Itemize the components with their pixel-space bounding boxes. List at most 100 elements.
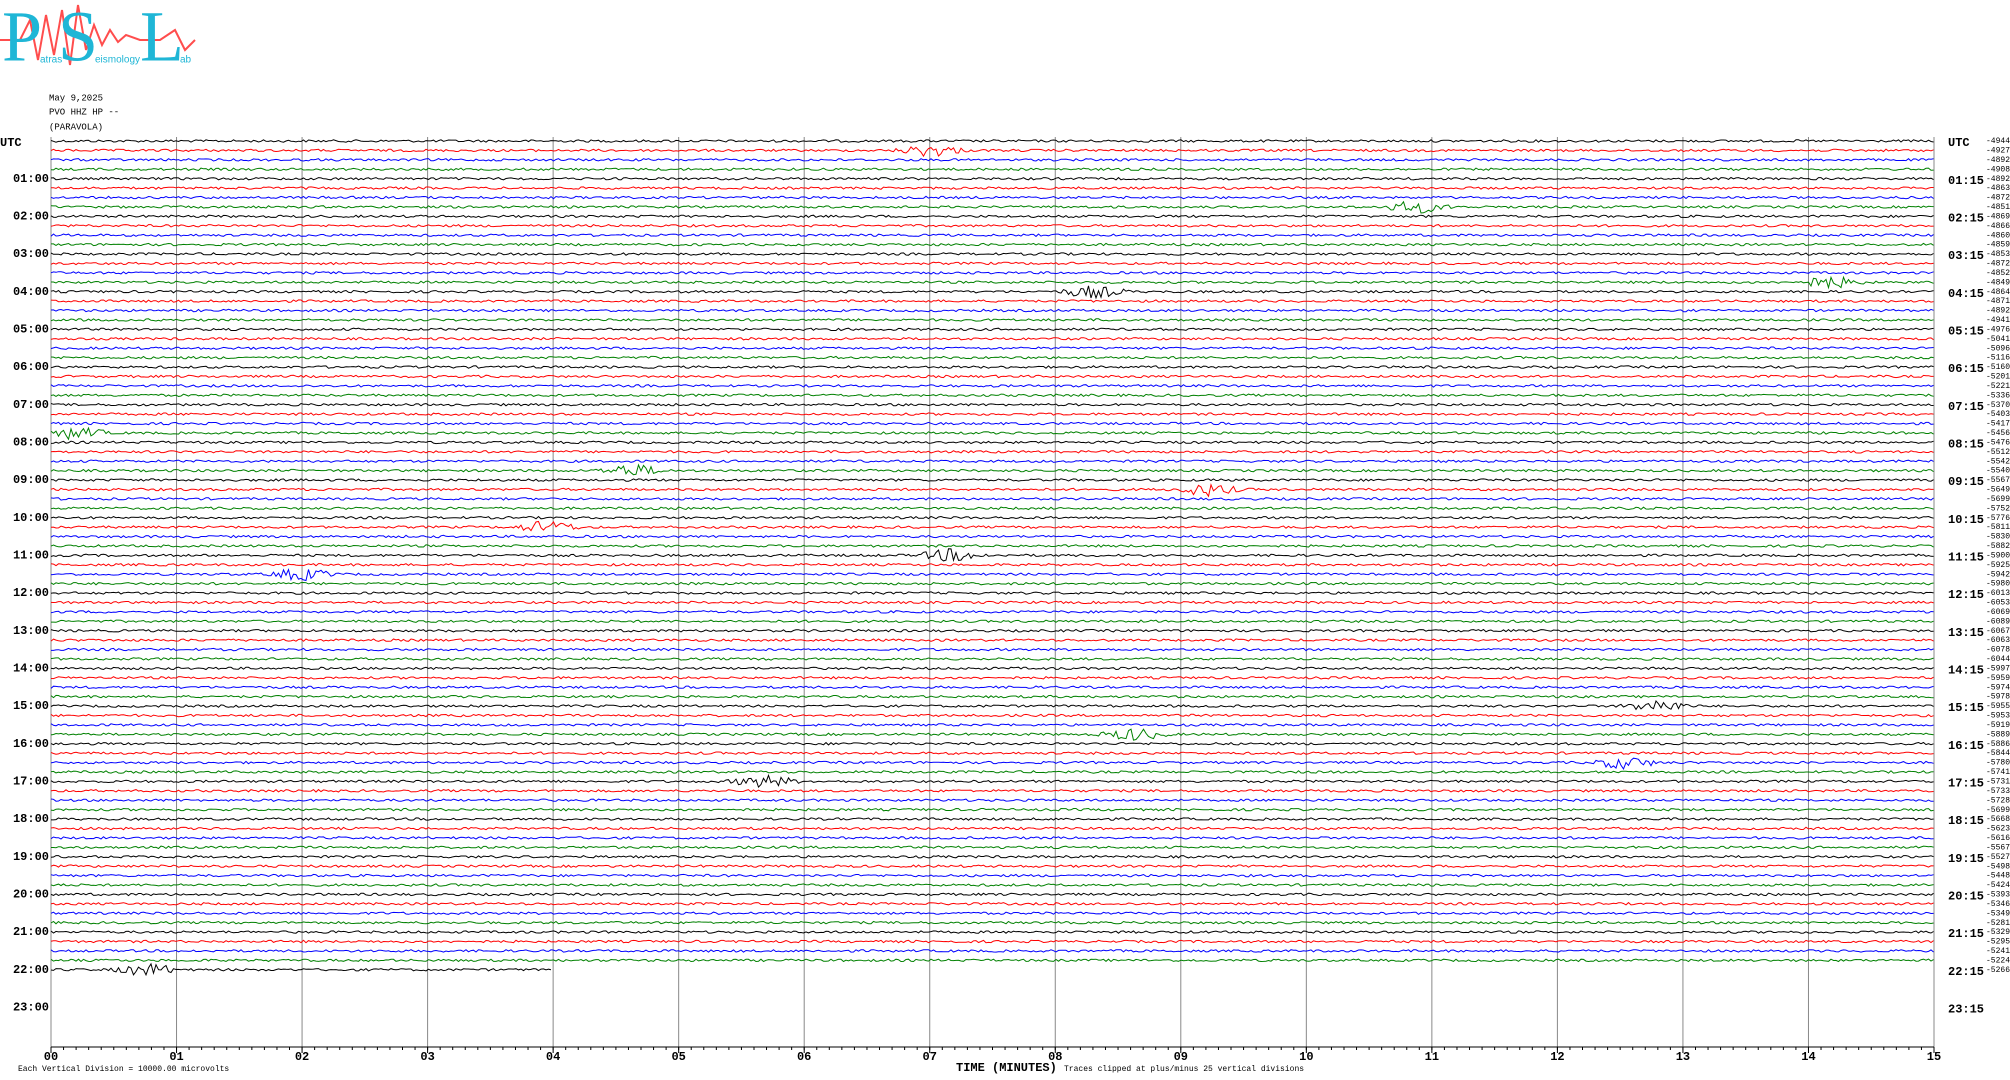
trace-offset: -6067 bbox=[1986, 627, 2010, 636]
trace bbox=[50, 449, 1934, 454]
trace bbox=[50, 854, 1934, 859]
x-tick-label: 12 bbox=[1550, 1050, 1564, 1064]
trace-offset: -5649 bbox=[1986, 486, 2010, 495]
trace bbox=[50, 167, 1934, 172]
trace bbox=[50, 548, 1934, 563]
x-tick-label: 03 bbox=[420, 1050, 434, 1064]
left-label: 04:00 bbox=[13, 285, 49, 299]
trace bbox=[50, 591, 1934, 595]
trace bbox=[51, 275, 1934, 290]
trace-offset: -5780 bbox=[1986, 759, 2010, 768]
left-label: 11:00 bbox=[13, 549, 49, 563]
trace bbox=[50, 374, 1934, 379]
trace-offset: -5741 bbox=[1986, 768, 2010, 777]
trace-offset: -5830 bbox=[1986, 533, 2010, 542]
trace bbox=[50, 176, 1934, 181]
x-tick-label: 00 bbox=[44, 1050, 58, 1064]
trace bbox=[50, 741, 1934, 746]
x-tick-label: 05 bbox=[671, 1050, 685, 1064]
trace bbox=[50, 600, 1934, 605]
trace-offset: -5448 bbox=[1986, 872, 2010, 881]
trace bbox=[50, 657, 1934, 661]
footer-right: Traces clipped at plus/minus 25 vertical… bbox=[1064, 1065, 1304, 1074]
trace-offset: -5623 bbox=[1986, 825, 2010, 834]
trace bbox=[50, 483, 1934, 498]
trace-offset: -5295 bbox=[1986, 938, 2010, 947]
trace-offset: -4908 bbox=[1986, 165, 2010, 174]
right-label: 21:15 bbox=[1948, 927, 1984, 941]
right-label: 18:15 bbox=[1948, 814, 1984, 828]
trace-offset: -4892 bbox=[1986, 156, 2010, 165]
header-location: (PARAVOLA) bbox=[49, 122, 103, 132]
left-label: 09:00 bbox=[13, 473, 49, 487]
trace-offset: -5403 bbox=[1986, 410, 2010, 419]
trace-offset: -5959 bbox=[1986, 674, 2010, 683]
trace bbox=[50, 930, 1934, 934]
trace bbox=[50, 562, 1934, 567]
right-label: 17:15 bbox=[1948, 777, 1984, 791]
left-label: 08:00 bbox=[13, 436, 49, 450]
x-tick-label: 07 bbox=[923, 1050, 937, 1064]
trace bbox=[50, 568, 1934, 582]
trace-offset: -4864 bbox=[1986, 288, 2010, 297]
trace bbox=[50, 962, 552, 977]
trace-offset: -5540 bbox=[1986, 467, 2010, 476]
trace-offset: -5281 bbox=[1986, 919, 2010, 928]
trace bbox=[50, 826, 1934, 831]
right-label: 08:15 bbox=[1948, 438, 1984, 452]
trace bbox=[50, 534, 1934, 539]
left-label: 01:00 bbox=[13, 172, 49, 186]
trace bbox=[50, 751, 1934, 755]
trace-offset: -4863 bbox=[1986, 184, 2010, 193]
trace bbox=[50, 939, 1934, 944]
trace bbox=[50, 459, 1934, 464]
right-label: 20:15 bbox=[1948, 890, 1984, 904]
trace-offset: -5978 bbox=[1986, 693, 2010, 702]
right-label: 19:15 bbox=[1948, 852, 1984, 866]
right-label: UTC bbox=[1948, 136, 1970, 150]
trace bbox=[50, 873, 1934, 878]
trace-offset: -5160 bbox=[1986, 363, 2010, 372]
trace bbox=[50, 723, 1934, 727]
trace bbox=[50, 426, 1934, 441]
left-label: 15:00 bbox=[13, 699, 49, 713]
right-label: 13:15 bbox=[1948, 626, 1984, 640]
trace-offset: -5512 bbox=[1986, 448, 2010, 457]
trace bbox=[50, 412, 1934, 416]
trace bbox=[50, 864, 1934, 868]
trace bbox=[50, 638, 1934, 642]
trace-offset: -5201 bbox=[1986, 373, 2010, 382]
right-label: 10:15 bbox=[1948, 513, 1984, 527]
header-date: May 9,2025 bbox=[49, 93, 103, 103]
right-label: 15:15 bbox=[1948, 701, 1984, 715]
trace-offset: -5699 bbox=[1986, 495, 2010, 504]
trace-offset: -4853 bbox=[1986, 250, 2010, 259]
logo-letter: S bbox=[58, 0, 98, 77]
trace bbox=[50, 497, 1934, 501]
trace-offset: -4869 bbox=[1986, 212, 2010, 221]
trace-offset: -5370 bbox=[1986, 401, 2010, 410]
trace-offset: -5699 bbox=[1986, 806, 2010, 815]
trace-offset: -5953 bbox=[1986, 712, 2010, 721]
right-label: 02:15 bbox=[1948, 212, 1984, 226]
left-label: 23:00 bbox=[13, 1001, 49, 1015]
right-label: 05:15 bbox=[1948, 325, 1984, 339]
trace bbox=[50, 223, 1934, 228]
x-tick-label: 11 bbox=[1425, 1050, 1439, 1064]
trace-offset: -5346 bbox=[1986, 900, 2010, 909]
trace bbox=[50, 463, 1934, 476]
trace-offset: -4892 bbox=[1986, 307, 2010, 316]
right-label: 04:15 bbox=[1948, 287, 1984, 301]
trace bbox=[50, 285, 1934, 300]
trace bbox=[50, 694, 1934, 699]
trace bbox=[50, 920, 1934, 925]
trace-offset: -5900 bbox=[1986, 551, 2010, 560]
trace-offset: -5752 bbox=[1986, 504, 2010, 513]
trace-offset: -6069 bbox=[1986, 608, 2010, 617]
left-label: 03:00 bbox=[13, 247, 49, 261]
trace bbox=[51, 242, 1934, 247]
trace-offset: -6044 bbox=[1986, 655, 2010, 664]
trace-offset: -5498 bbox=[1986, 862, 2010, 871]
trace-offset: -5567 bbox=[1986, 843, 2010, 852]
